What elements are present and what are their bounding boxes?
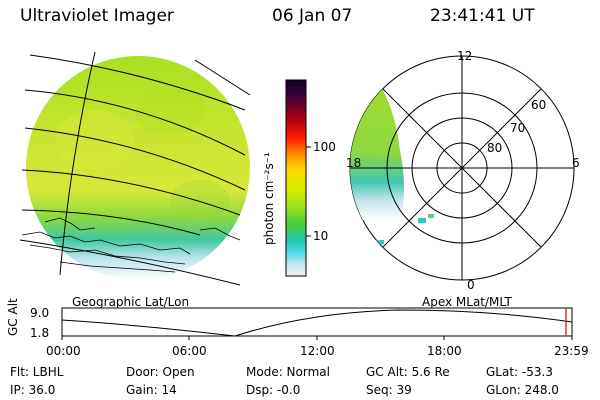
- lat-label-70: 70: [510, 121, 526, 135]
- mode-status: Mode: Normal: [246, 365, 330, 379]
- lat-label-60: 60: [531, 98, 547, 112]
- seq-status: Seq: 39: [366, 383, 412, 397]
- colorbar-tick-100: 100: [313, 140, 336, 154]
- gc-alt-status: GC Alt: 5.6 Re: [366, 365, 450, 379]
- timeline-xtick-0: 00:00: [46, 344, 81, 358]
- timeline-ytick-high: 9.0: [30, 306, 50, 320]
- mlt-label-0: 0: [467, 278, 475, 292]
- glat-status: GLat: -53.3: [486, 365, 553, 379]
- timeline-axis-label: GC Alt: [6, 298, 20, 336]
- altitude-curve: [61, 309, 573, 337]
- timeline-frame: [61, 307, 573, 337]
- dsp-status: Dsp: -0.0: [246, 383, 301, 397]
- ip-status: IP: 36.0: [10, 383, 56, 397]
- colorbar-unit-label: photon cm⁻²s⁻¹: [262, 152, 276, 245]
- timeline-xtick-3: 18:00: [427, 344, 462, 358]
- mlt-label-12: 12: [457, 49, 473, 63]
- left-panel-label: Geographic Lat/Lon: [72, 295, 190, 309]
- date-label: 06 Jan 07: [272, 6, 353, 26]
- timeline-xtick-2: 12:00: [300, 344, 335, 358]
- colorbar: [285, 79, 307, 277]
- mlt-label-18: 18: [346, 156, 362, 170]
- geographic-image: [19, 51, 251, 286]
- filter-status: Flt: LBHL: [10, 365, 64, 379]
- door-status: Door: Open: [126, 365, 195, 379]
- timeline-xtick-4: 23:59: [554, 344, 589, 358]
- geographic-grid: [19, 51, 251, 286]
- polar-plot: [349, 55, 575, 281]
- colorbar-tick-10: 10: [313, 229, 329, 243]
- timeline-xtick-1: 06:00: [172, 344, 207, 358]
- glon-status: GLon: 248.0: [486, 383, 559, 397]
- lat-label-80: 80: [487, 141, 503, 155]
- time-label: 23:41:41 UT: [430, 6, 535, 26]
- altitude-timeline: [61, 307, 573, 340]
- mlt-label-6: 6: [572, 156, 580, 170]
- right-panel-label: Apex MLat/MLT: [422, 295, 512, 309]
- gain-status: Gain: 14: [126, 383, 177, 397]
- instrument-title: Ultraviolet Imager: [20, 6, 174, 26]
- timeline-ytick-low: 1.8: [30, 326, 50, 340]
- coastline: [21, 217, 241, 273]
